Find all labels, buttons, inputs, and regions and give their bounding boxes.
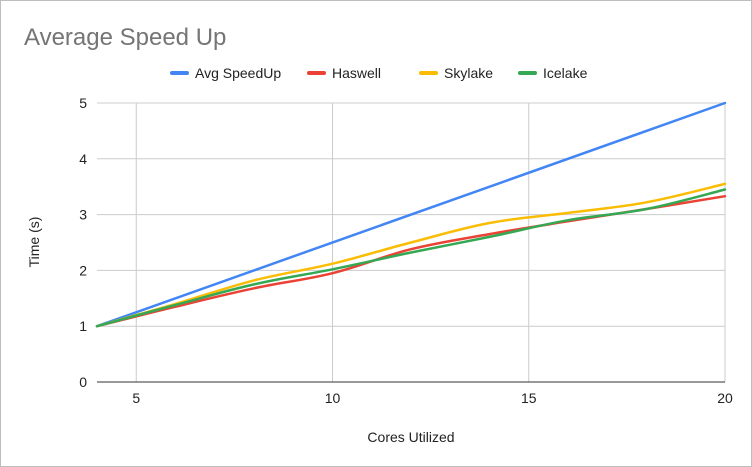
legend-item: Icelake [518,65,588,81]
y-tick-label: 4 [79,151,87,167]
y-axis-title: Time (s) [26,217,42,268]
y-tick-label: 3 [79,207,87,223]
series-line-avg-speedup [95,101,727,328]
series-line-skylake [95,182,727,328]
legend-label: Icelake [543,65,588,81]
legend-item: Haswell [307,65,381,81]
series-line-icelake [95,188,727,328]
x-tick-label: 5 [132,390,140,406]
legend-item: Skylake [419,65,493,81]
grid-lines [97,102,726,382]
legend-label: Haswell [332,65,381,81]
x-tick-label: 20 [717,390,733,406]
y-tick-label: 1 [79,318,87,334]
series-layer [95,101,727,328]
y-tick-label: 2 [79,262,87,278]
x-tick-label: 15 [521,390,537,406]
legend-label: Avg SpeedUp [195,65,281,81]
y-tick-label: 5 [79,95,87,111]
tick-labels: 0 1 2 3 4 5 5 10 15 20 [79,95,733,406]
chart-title: Average Speed Up [24,24,226,51]
y-tick-label: 0 [79,374,87,390]
x-tick-label: 10 [325,390,341,406]
legend-label: Skylake [444,65,493,81]
legend: Avg SpeedUp Haswell Skylake Icelake [170,65,588,81]
x-axis-title: Cores Utilized [367,429,454,445]
legend-item: Avg SpeedUp [170,65,281,81]
